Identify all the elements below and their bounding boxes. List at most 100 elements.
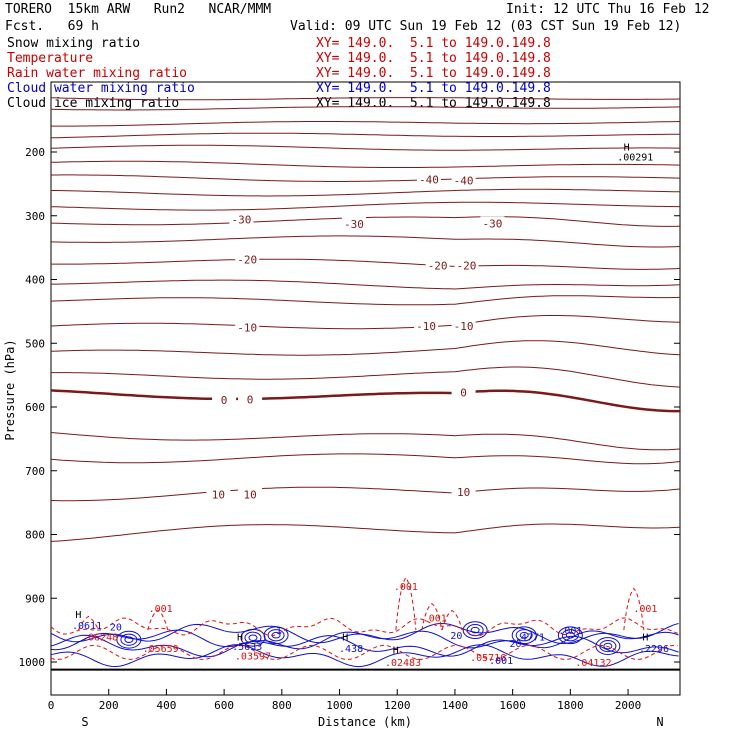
isotherm-label-bg xyxy=(451,385,476,398)
isotherm-label-bg xyxy=(425,258,450,271)
contour-annotation: H xyxy=(393,645,399,656)
cloud-water-cell xyxy=(244,631,262,644)
field-xy-range: XY= 149.0. 5.1 to 149.0.149.8 xyxy=(316,81,551,96)
contour-annotation: .001 xyxy=(489,656,513,667)
isotherm-line xyxy=(50,132,680,139)
isotherm-line xyxy=(50,97,681,101)
y-tick-label: 300 xyxy=(25,210,45,223)
isotherm-line xyxy=(50,486,681,502)
isotherm-label-bg xyxy=(416,172,441,185)
contour-annotation: H xyxy=(642,633,648,644)
isotherm-label: 0 xyxy=(247,393,254,406)
contour-annotation: .001 xyxy=(423,613,447,624)
contour-annotation: .001 xyxy=(394,582,418,593)
cloud-water-cell xyxy=(470,626,480,634)
isotherm-label-bg xyxy=(451,319,476,332)
cloud-water-cell xyxy=(599,639,617,653)
isotherm-line xyxy=(50,315,681,330)
contour-annotation: 20 xyxy=(450,631,462,642)
x-tick-label: 0 xyxy=(48,699,55,712)
cloud-water-contour xyxy=(50,622,679,645)
isotherm-label: 10 xyxy=(212,488,225,501)
contour-annotation: .05716 xyxy=(470,653,506,664)
cloud-water-cell xyxy=(248,634,258,642)
cloud-water-cell xyxy=(561,629,579,642)
contour-annotation: .05659 xyxy=(143,644,179,655)
cloud-water-cell xyxy=(603,642,613,650)
rain-plume-contour xyxy=(623,587,645,631)
model-title: TORERO 15km ARW Run2 NCAR/MMM xyxy=(5,2,272,17)
cloud-water-cell xyxy=(116,630,142,649)
isotherm-label: -40 xyxy=(419,173,439,186)
isotherm-label: -20 xyxy=(237,254,257,267)
y-tick-label: 600 xyxy=(25,401,45,414)
isotherm-label-bg xyxy=(480,216,505,229)
y-tick-label: 200 xyxy=(25,146,45,159)
north-label: N xyxy=(656,715,663,729)
plot-frame xyxy=(50,81,681,696)
isotherm-label-bg xyxy=(414,319,439,332)
contour-annotation: 20 xyxy=(510,639,522,650)
field-label: Snow mixing ratio xyxy=(7,36,141,51)
south-label: S xyxy=(81,715,88,729)
isotherm-label-bg xyxy=(229,212,254,225)
isotherm-label: -20 xyxy=(457,259,477,272)
cloud-water-cell xyxy=(120,633,138,646)
x-tick-label: 2000 xyxy=(615,699,642,712)
isotherm-label: -10 xyxy=(454,320,474,333)
contour-annotation: .02483 xyxy=(385,658,421,669)
field-label: Cloud water mixing ratio xyxy=(7,81,195,96)
contour-annotation: 1 xyxy=(276,626,282,637)
isotherm-label: -30 xyxy=(344,218,364,231)
isotherm-line xyxy=(50,144,680,151)
isotherm-line xyxy=(51,121,681,127)
isotherm-line xyxy=(51,279,681,290)
contour-annotation: .001 xyxy=(149,604,173,615)
isotherm-label: -10 xyxy=(416,320,436,333)
isotherm-label: 0 xyxy=(221,394,228,407)
contour-annotation: .0611 xyxy=(72,621,102,632)
contour-annotation: .4771 xyxy=(515,633,545,644)
field-label: Rain water mixing ratio xyxy=(7,66,188,81)
isotherm-label-bg xyxy=(238,392,263,405)
x-tick-label: 1000 xyxy=(326,699,353,712)
y-tick-label: 1000 xyxy=(19,656,46,669)
y-tick-label: 700 xyxy=(25,465,45,478)
contour-annotation: H xyxy=(75,610,81,621)
isotherm-label-bg xyxy=(341,217,366,230)
isotherm-line xyxy=(50,432,681,451)
contour-annotation: .438 xyxy=(339,644,363,655)
field-xy-range: XY= 149.0. 5.1 to 149.0.149.8 xyxy=(316,51,551,66)
x-tick-label: 800 xyxy=(272,699,292,712)
isotherm-label: -10 xyxy=(237,321,257,334)
cloud-water-cell xyxy=(515,629,533,642)
isotherm-line xyxy=(51,366,681,388)
x-axis-label: Distance (km) xyxy=(318,715,412,729)
init-time: Init: 12 UTC Thu 16 Feb 12 xyxy=(506,2,710,17)
contour-annotation: .2296 xyxy=(639,644,669,655)
y-tick-label: 500 xyxy=(25,337,45,350)
contour-annotation: 20 xyxy=(110,622,122,633)
isotherm-line xyxy=(50,106,681,111)
y-tick-label: 900 xyxy=(25,592,45,605)
isotherm-line xyxy=(50,295,681,306)
rain-plume-contour xyxy=(78,615,99,631)
rain-plume-contour xyxy=(421,603,443,631)
contour-annotation: H xyxy=(237,633,243,644)
x-tick-label: 600 xyxy=(214,699,234,712)
isotherm-line xyxy=(51,258,681,270)
isotherm-label-bg xyxy=(235,320,260,333)
isotherm-line xyxy=(51,188,681,197)
x-tick-label: 1800 xyxy=(557,699,584,712)
rain-plume-contour xyxy=(395,576,417,631)
isotherm-label: -20 xyxy=(428,259,448,272)
rain-plume-contour xyxy=(441,610,463,631)
contour-annotation: .03597 xyxy=(235,652,271,663)
isotherm-label: -40 xyxy=(454,175,474,188)
isotherm-label-bg xyxy=(235,252,260,265)
cloud-water-cell xyxy=(511,626,537,645)
field-label: Temperature xyxy=(7,51,94,66)
cloud-water-cell xyxy=(263,626,289,645)
x-tick-label: 1400 xyxy=(442,699,469,712)
contour-annotation: .00291 xyxy=(617,152,653,163)
